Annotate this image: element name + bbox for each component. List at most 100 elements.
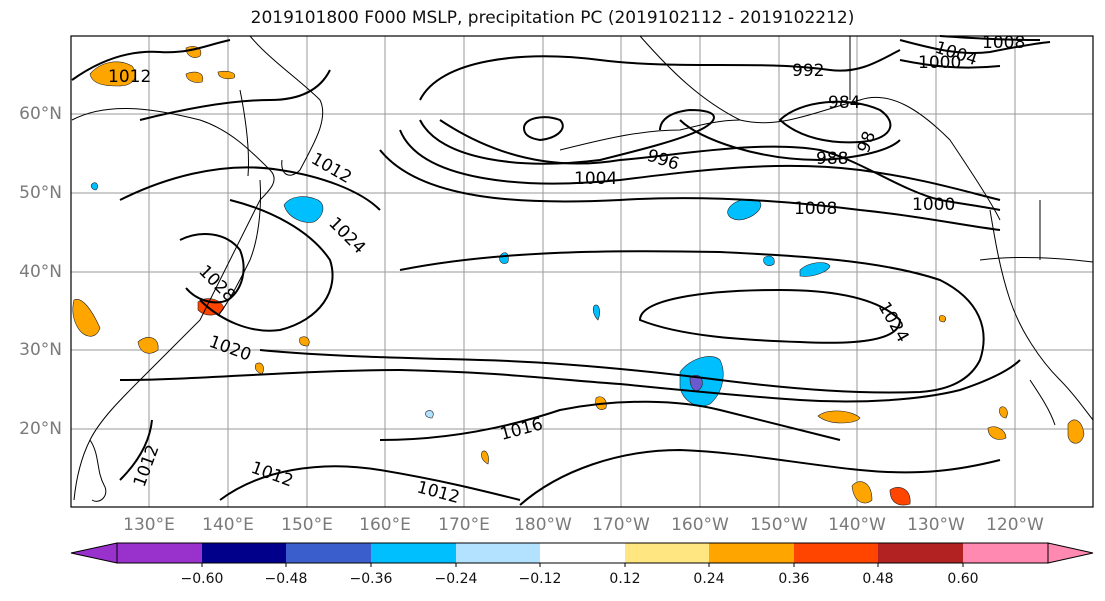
lon-label-140w: 140°W	[828, 515, 886, 535]
isobar-1000-top	[899, 59, 1001, 69]
isobar-992-ring	[419, 49, 901, 101]
precip-pos-bottom-1	[851, 481, 873, 504]
contour-labels: 1012 1004 1008 1000 992 984 988 996 98 1…	[108, 33, 1025, 508]
precip-pos-okhotsk-2	[185, 71, 204, 83]
colorbar-tick-label: −0.60	[180, 571, 224, 587]
colorbar-tick-label: −0.12	[518, 571, 562, 587]
graticule	[71, 36, 1093, 507]
isobar-984-ring	[778, 100, 892, 144]
colorbar-bin	[878, 543, 963, 563]
contour-label: 1008	[794, 199, 837, 219]
lat-label-30n: 30°N	[19, 340, 62, 360]
lat-label-50n: 50°N	[19, 183, 62, 203]
precip-pos-kamchatka	[89, 61, 136, 87]
lon-label-170e: 170°E	[438, 515, 490, 535]
colorbar-bin	[456, 543, 540, 563]
figure-title: 2019101800 F000 MSLP, precipitation PC (…	[250, 8, 855, 28]
coast-aleutians	[559, 119, 741, 151]
precip-neg-gulf	[799, 262, 831, 277]
isobar-1024-east	[638, 288, 902, 344]
coast-baja	[1029, 379, 1056, 426]
colorbar-tick-label: 0.60	[947, 571, 979, 587]
colorbar-bin	[202, 543, 286, 563]
colorbar-tick-label: 0.36	[778, 571, 810, 587]
contour-label: 1000	[912, 195, 955, 215]
colorbar-ticks	[201, 563, 964, 567]
colorbar-bin	[963, 543, 1048, 563]
precip-pos-small-2	[299, 336, 310, 347]
map-frame	[70, 35, 1094, 508]
colorbar-bin	[540, 543, 625, 563]
precipitation-patches	[72, 46, 1085, 506]
colorbar-bin	[117, 543, 202, 563]
coast-alaska	[639, 35, 1001, 221]
precip-neg-small-5	[425, 410, 434, 419]
isobar-1012-bottom	[219, 465, 521, 501]
lon-label-160w: 160°W	[671, 515, 729, 535]
precip-pos-ocean-2	[817, 410, 861, 424]
isobar-1012-right	[519, 448, 1001, 506]
map-panel: 1012 1004 1008 1000 992 984 988 996 98 1…	[70, 33, 1094, 508]
colorbar-bin	[286, 543, 371, 563]
colorbar-tick-label: 0.48	[862, 571, 894, 587]
contour-label: 1000	[918, 53, 961, 73]
precip-neg-kuril	[283, 196, 324, 223]
colorbar-bin	[371, 543, 456, 563]
colorbar-extend-high	[1047, 542, 1094, 564]
precip-neg-small-4	[90, 182, 98, 191]
contour-label: 1004	[574, 169, 617, 189]
isobar-1016	[119, 359, 1021, 403]
colorbar-tick-label: −0.36	[349, 571, 393, 587]
precip-neg-small-3	[592, 304, 600, 321]
precip-pos-china	[137, 337, 159, 354]
isobars	[71, 35, 1051, 506]
contour-label: 992	[792, 61, 824, 81]
precip-pos-bottom-2	[889, 487, 911, 506]
lon-label-150w: 150°W	[750, 515, 808, 535]
isobar-1020	[259, 250, 985, 394]
colorbar-bin	[794, 543, 878, 563]
colorbar-bin	[625, 543, 709, 563]
coast-asia-east	[71, 107, 275, 501]
contour-label: 988	[816, 149, 848, 169]
lon-label-120w: 120°W	[986, 515, 1044, 535]
coast-na-west	[989, 209, 1094, 421]
lat-label-20n: 20°N	[19, 419, 62, 439]
isobar-996	[419, 108, 715, 165]
isobar-988	[679, 119, 901, 162]
precip-pos-small-1	[481, 450, 489, 465]
precip-neg-hawaii-core	[689, 374, 703, 391]
isobar-1012-west	[119, 166, 381, 211]
isobar-1028	[179, 233, 245, 304]
precip-pos-okhotsk-3	[217, 70, 236, 80]
contour-label: 984	[828, 93, 860, 113]
colorbar-extend-low	[70, 542, 118, 564]
precip-pos-mexico-2	[987, 426, 1007, 440]
isobar-1016-bottom	[379, 400, 841, 441]
colorbar-frame	[116, 542, 1049, 564]
lon-label-180w: 180°W	[514, 515, 572, 535]
colorbar-tick-label: −0.48	[264, 571, 308, 587]
isobar-nw-high	[139, 69, 331, 121]
contour-label: 1012	[108, 67, 151, 87]
lon-label-130e: 130°E	[123, 515, 175, 535]
isobar-1008	[379, 149, 1001, 231]
lon-label-150e: 150°E	[281, 515, 333, 535]
precip-pos-mexico	[1067, 419, 1085, 444]
colorbar	[70, 542, 1094, 567]
precip-pos-korea	[72, 299, 101, 337]
isobar-1012-topleft	[71, 39, 231, 81]
coast-philippines	[89, 439, 107, 502]
precip-neg-small-2	[763, 255, 775, 266]
lon-label-160e: 160°E	[359, 515, 411, 535]
colorbar-bin	[709, 543, 794, 563]
isobar-1000	[439, 119, 1001, 211]
isobar-1008-top	[939, 35, 1041, 41]
lat-label-40n: 40°N	[19, 262, 62, 282]
isobar-1004-a	[399, 129, 1001, 201]
isobar-1024-west	[199, 199, 334, 332]
contour-label: 1008	[982, 33, 1025, 53]
lat-label-60n: 60°N	[19, 104, 62, 124]
isobar-1004-top	[899, 39, 1051, 55]
lon-label-130w: 130°W	[907, 515, 965, 535]
